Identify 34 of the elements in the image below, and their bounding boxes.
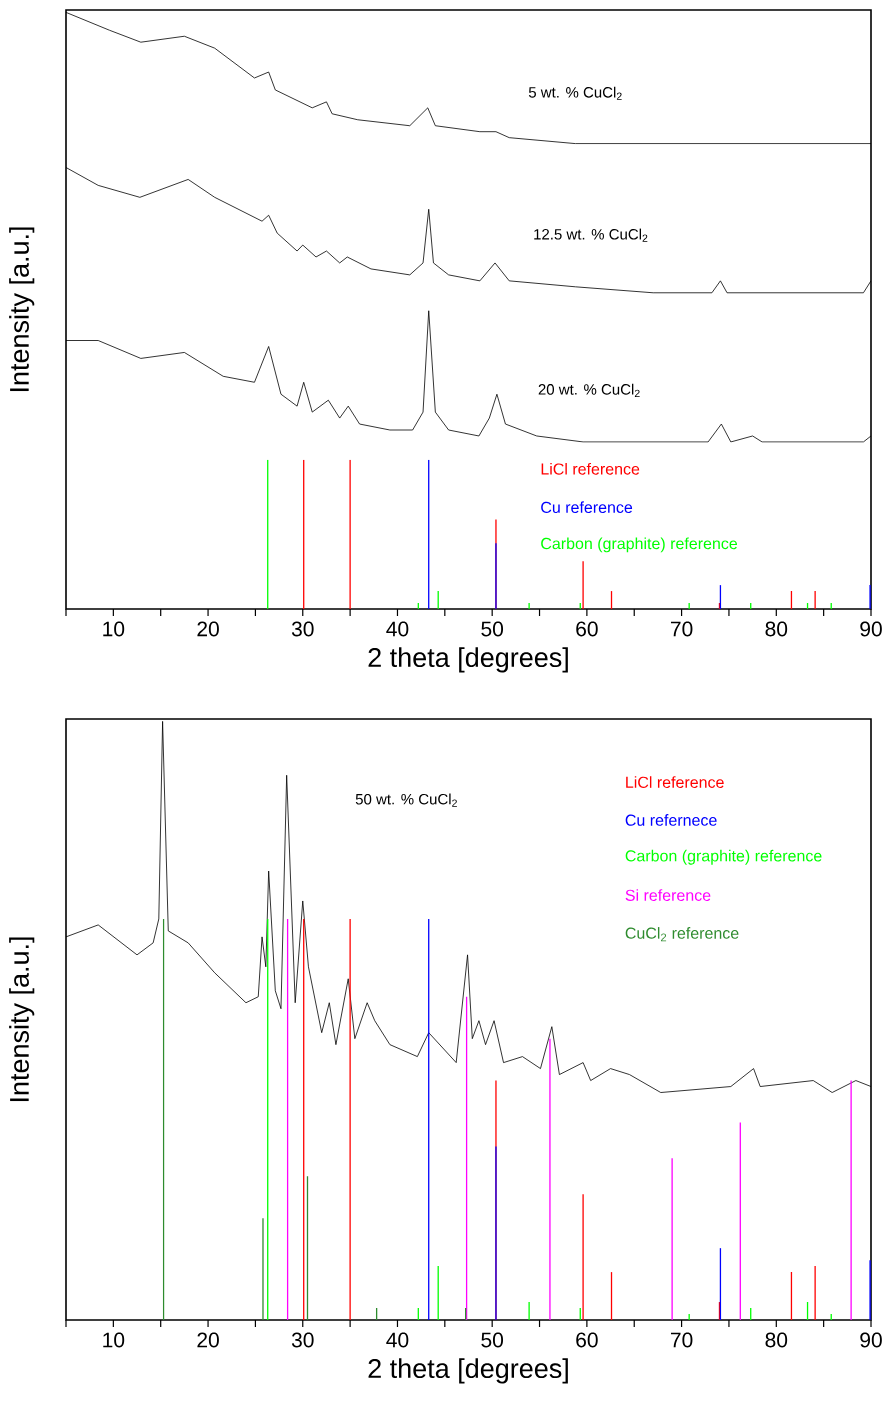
x-tick-label: 10: [103, 621, 125, 637]
x-tick-label: 30: [291, 621, 314, 637]
text: Cu reference: [541, 501, 633, 514]
x-tick-label: 60: [576, 621, 598, 637]
x-tick-label: 50: [481, 1332, 504, 1348]
x-tick-label: 70: [670, 1332, 693, 1348]
text: 50 wt. % CuCl$_{2}$: [355, 793, 457, 807]
text: 5 wt. % CuCl$_{2}$: [528, 86, 622, 100]
y-axis-title: Intensity [a.u.]: [9, 937, 35, 1102]
text: 12.5 wt. % CuCl$_{2}$: [534, 228, 648, 242]
x-tick-label: 80: [765, 1332, 788, 1348]
text: Si reference: [625, 889, 711, 901]
text: LiCl reference: [626, 776, 724, 788]
text: LiCl reference: [541, 462, 640, 475]
x-tick-label: 20: [197, 1332, 219, 1348]
y-axis-title: Intensity [a.u.]: [9, 227, 35, 392]
text: Cu refernece: [625, 814, 717, 826]
x-tick-label: 70: [670, 621, 693, 637]
x-tick-label: 90: [860, 1332, 882, 1348]
x-tick-label: 10: [103, 1332, 125, 1348]
text: 20 wt. % CuCl$_{2}$: [538, 383, 640, 397]
x-tick-label: 40: [386, 1332, 409, 1348]
x-tick-label: 80: [765, 621, 788, 637]
x-axis-title: 2 theta [degrees]: [368, 1358, 568, 1384]
x-axis-title: 2 theta [degrees]: [368, 647, 568, 673]
x-tick-label: 90: [860, 621, 882, 637]
x-tick-label: 60: [576, 1332, 598, 1348]
x-tick-label: 20: [197, 621, 219, 637]
text: Carbon (graphite) reference: [625, 849, 822, 865]
x-tick-label: 40: [386, 621, 409, 637]
x-tick-label: 30: [291, 1332, 314, 1348]
text: Carbon (graphite) reference: [541, 537, 738, 553]
text: CuCl$_{2}$ reference: [625, 927, 739, 942]
x-tick-label: 50: [481, 621, 504, 637]
